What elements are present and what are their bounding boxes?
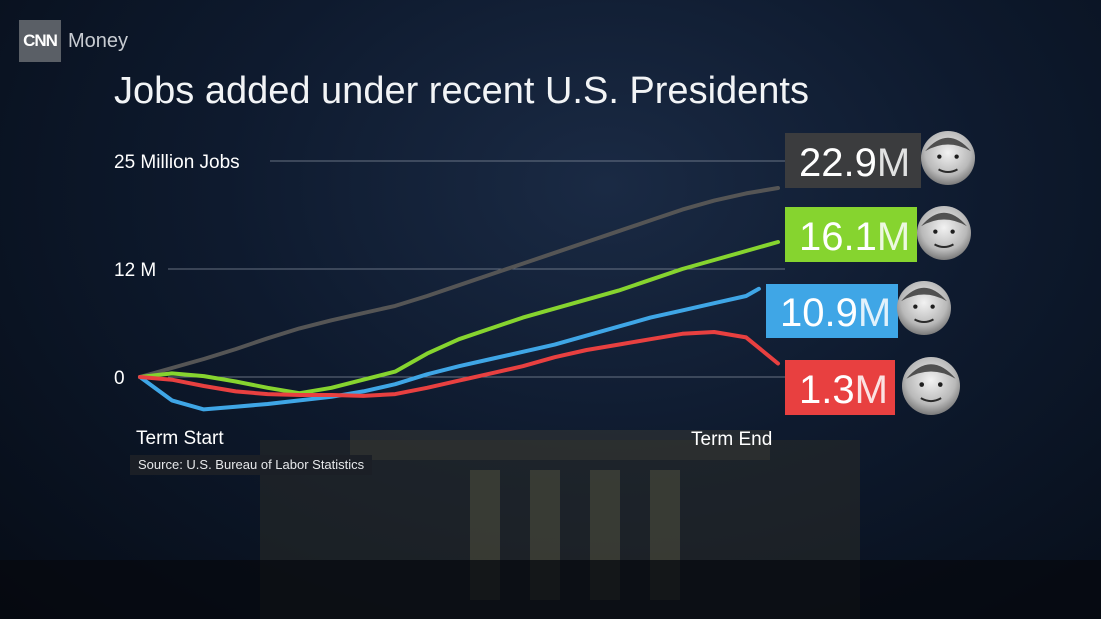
end-label-box-0 [785,133,921,188]
series-line-2 [138,286,761,412]
barack-obama-portrait-icon [897,281,951,335]
end-label-value-2: 10.9M [780,291,891,335]
end-label-value-3: 1.3M [799,368,888,412]
end-label-value-0: 22.9M [799,141,910,185]
george-w-bush-portrait-icon [902,357,960,415]
x-label-term-end: Term End [691,429,772,450]
end-label-box-1 [785,207,917,262]
source-note: Source: U.S. Bureau of Labor Statistics [130,455,373,475]
cnn-money-logo: CNN Money [19,20,128,62]
y-tick-label-1: 12 M [114,260,156,281]
end-label-value-1: 16.1M [799,215,910,259]
cnn-logo: CNN [19,20,61,62]
x-label-term-start: Term Start [136,428,224,449]
y-tick-label-0: 0 [114,368,125,389]
end-label-box-2 [766,284,898,338]
ronald-reagan-portrait-icon [917,206,971,260]
series-line-0 [138,186,780,379]
end-label-box-3 [785,360,895,415]
chart-title: Jobs added under recent U.S. Presidents [114,70,809,112]
series-line-1 [138,240,780,396]
bill-clinton-portrait-icon [921,131,975,185]
money-label: Money [68,29,129,52]
series-line-3 [138,330,780,398]
y-tick-label-2: 25 Million Jobs [114,152,240,173]
